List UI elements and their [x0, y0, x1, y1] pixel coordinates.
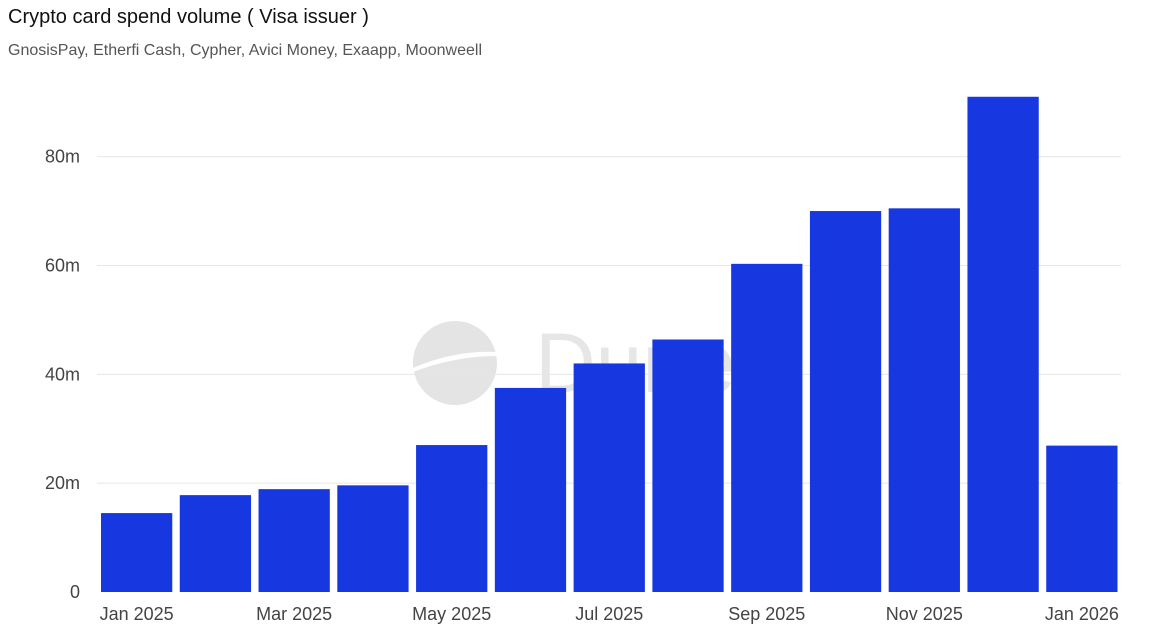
- y-tick-label: 40m: [45, 364, 80, 384]
- bar-2025-02[interactable]: [179, 495, 252, 592]
- x-tick-label: Jan 2026: [1045, 604, 1119, 624]
- bar-2025-07[interactable]: [573, 363, 645, 592]
- bar-2025-04[interactable]: [337, 485, 409, 592]
- bar-2025-10[interactable]: [809, 211, 882, 593]
- bar-2025-09[interactable]: [731, 263, 803, 592]
- x-tick-label: Mar 2025: [256, 604, 332, 624]
- y-tick-label: 0: [70, 582, 80, 602]
- x-tick-label: Jul 2025: [575, 604, 643, 624]
- bar-2025-05[interactable]: [416, 445, 488, 592]
- bar-2025-06[interactable]: [494, 387, 567, 592]
- x-tick-label: Jan 2025: [100, 604, 174, 624]
- chart-subtitle: GnosisPay, Etherfi Cash, Cypher, Avici M…: [8, 42, 483, 59]
- y-tick-label: 80m: [45, 147, 80, 167]
- y-tick-label: 20m: [45, 473, 80, 493]
- x-tick-label: Nov 2025: [886, 604, 963, 624]
- y-tick-label: 60m: [45, 255, 80, 275]
- x-tick-label: May 2025: [412, 604, 491, 624]
- x-tick-label: Sep 2025: [728, 604, 805, 624]
- bar-2025-01[interactable]: [101, 513, 173, 592]
- bar-2025-11[interactable]: [888, 208, 960, 592]
- bar-2025-03[interactable]: [258, 489, 330, 592]
- bar-2025-08[interactable]: [652, 339, 724, 592]
- chart-title: Crypto card spend volume ( Visa issuer ): [8, 6, 369, 28]
- bar-2026-01[interactable]: [1046, 445, 1118, 592]
- bar-2025-12[interactable]: [967, 96, 1039, 592]
